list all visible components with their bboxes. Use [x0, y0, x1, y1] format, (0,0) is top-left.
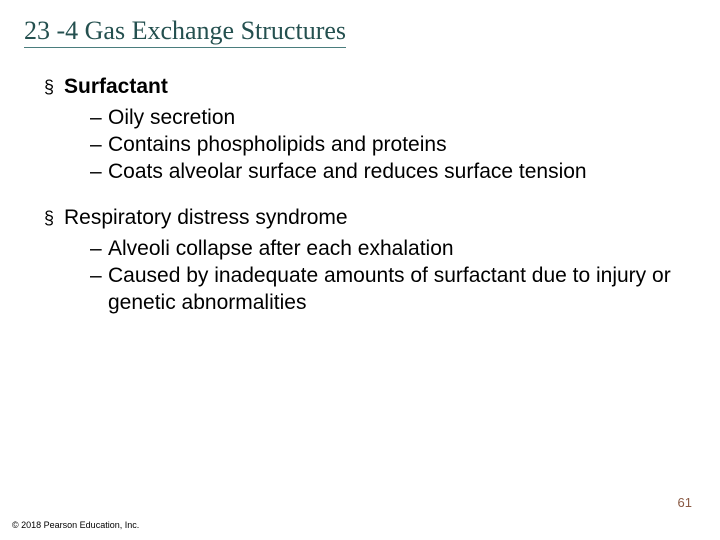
- bullet-marker-icon: §: [44, 205, 64, 231]
- dash-icon: –: [90, 131, 108, 158]
- dash-icon: –: [90, 158, 108, 185]
- slide-title: 23 -4 Gas Exchange Structures: [24, 16, 346, 48]
- dash-icon: –: [90, 235, 108, 262]
- dash-icon: –: [90, 262, 108, 289]
- copyright-text: © 2018 Pearson Education, Inc.: [12, 520, 139, 530]
- bullet-text: Caused by inadequate amounts of surfacta…: [108, 262, 690, 316]
- bullet-level2: – Oily secretion: [90, 104, 690, 131]
- bullet-level2: – Coats alveolar surface and reduces sur…: [90, 158, 690, 185]
- bullet-heading: Respiratory distress syndrome: [64, 205, 348, 231]
- bullet-heading: Surfactant: [64, 74, 168, 100]
- bullet-level2: – Alveoli collapse after each exhalation: [90, 235, 690, 262]
- bullet-text: Coats alveolar surface and reduces surfa…: [108, 158, 690, 185]
- slide-body: § Surfactant – Oily secretion – Contains…: [44, 74, 690, 316]
- bullet-marker-icon: §: [44, 74, 64, 100]
- page-number: 61: [678, 495, 692, 510]
- bullet-level2: – Caused by inadequate amounts of surfac…: [90, 262, 690, 316]
- bullet-level1: § Surfactant: [44, 74, 690, 100]
- sub-list: – Oily secretion – Contains phospholipid…: [90, 104, 690, 185]
- bullet-level2: – Contains phospholipids and proteins: [90, 131, 690, 158]
- sub-list: – Alveoli collapse after each exhalation…: [90, 235, 690, 316]
- slide-title-wrap: 23 -4 Gas Exchange Structures: [24, 16, 346, 46]
- bullet-text: Alveoli collapse after each exhalation: [108, 235, 690, 262]
- dash-icon: –: [90, 104, 108, 131]
- bullet-level1: § Respiratory distress syndrome: [44, 205, 690, 231]
- bullet-text: Oily secretion: [108, 104, 690, 131]
- slide: 23 -4 Gas Exchange Structures § Surfacta…: [0, 0, 720, 540]
- bullet-text: Contains phospholipids and proteins: [108, 131, 690, 158]
- spacer: [44, 185, 690, 205]
